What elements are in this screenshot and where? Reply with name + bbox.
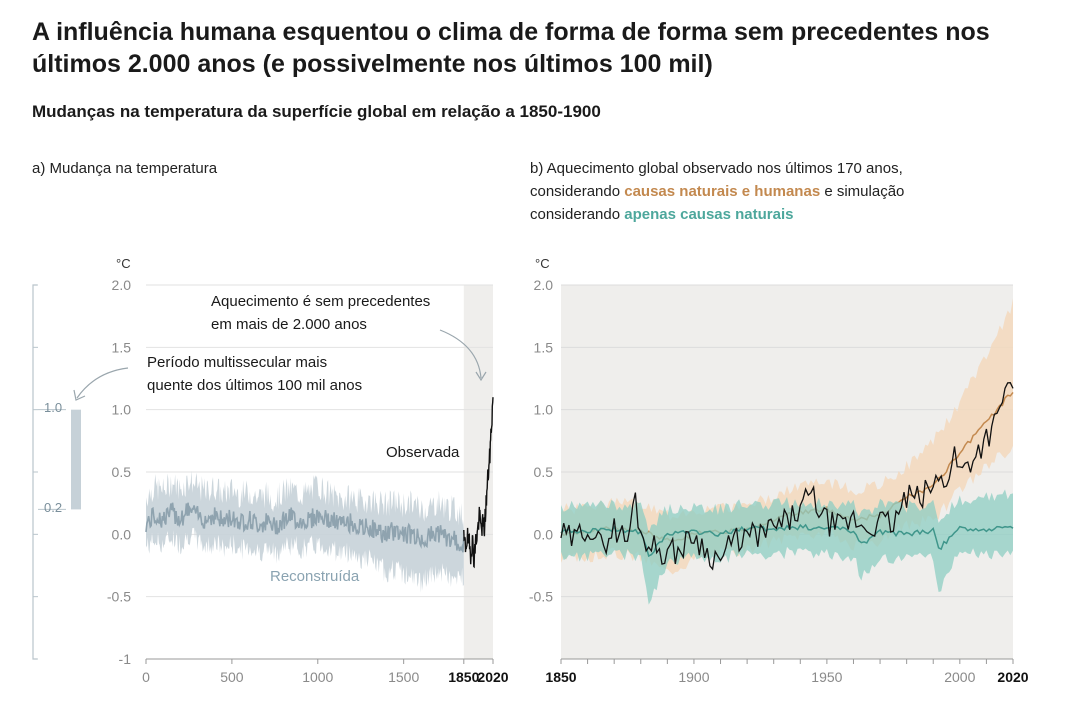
panel-b-label-line2-prefix: considerando	[530, 183, 625, 200]
annotation-multicentury-line1: Período multissecular mais	[147, 354, 327, 371]
multicentury-range-bar	[71, 409, 81, 510]
y-tick-label: 1.0	[112, 402, 132, 418]
panel-b-label-line3-prefix: considerando	[530, 206, 625, 223]
x-tick-label: 1500	[388, 669, 419, 685]
page-subtitle: Mudanças na temperatura da superfície gl…	[32, 102, 601, 121]
y-tick-label: 0.0	[534, 526, 554, 542]
y-tick-label: 1.0	[534, 402, 554, 418]
x-tick-label: 1850	[545, 669, 576, 685]
panel-a-label: a) Mudança na temperatura	[32, 160, 218, 177]
y-tick-label: 2.0	[112, 277, 132, 293]
reconstruction-uncertainty-band	[146, 470, 464, 593]
arrow-unprecedented	[439, 329, 482, 379]
page-title: A influência humana esquentou o clima de…	[32, 18, 990, 78]
range-label-top: 1.0	[44, 400, 62, 415]
y-tick-label: 0.5	[112, 464, 132, 480]
observed-line-panel-b	[560, 382, 1014, 571]
x-tick-label: 1000	[302, 669, 333, 685]
arrow-unprecedented-head	[475, 371, 487, 382]
panel-a-unit: °C	[116, 256, 131, 271]
x-tick-label: 1850	[448, 669, 479, 685]
x-tick-label: 2020	[477, 669, 508, 685]
annotation-unprecedented-line2: em mais de 2.000 anos	[211, 316, 367, 333]
panel-b-chart: 2.0 1.5 1.0 0.5 0.0 -0.5 1850 1900 1950 2000 2020	[529, 277, 1029, 685]
x-tick-label: 1900	[678, 669, 709, 685]
legend-human-natural: causas naturais e humanas	[624, 183, 821, 200]
panel-b-label-line2-suffix: e simulação	[820, 183, 905, 200]
y-tick-label: 0.0	[112, 526, 132, 542]
natural-only-line	[560, 523, 1014, 558]
observed-line-panel-a	[463, 397, 494, 569]
y-tick-label: -1	[119, 651, 132, 667]
arrow-multicentury-head	[73, 389, 86, 401]
annotation-unprecedented-line1: Aquecimento é sem precedentes	[211, 293, 430, 310]
reconstruction-line	[145, 502, 465, 553]
range-label-bottom: 0.2	[44, 500, 62, 515]
x-tick-label: 2020	[997, 669, 1028, 685]
x-tick-label: 1950	[811, 669, 842, 685]
x-tick-label: 500	[220, 669, 244, 685]
observed-series-label: Observada	[386, 444, 460, 461]
natural-only-band	[561, 489, 1013, 605]
y-tick-label: 0.5	[534, 464, 554, 480]
panel-b-unit: °C	[535, 256, 550, 271]
arrow-multicentury	[76, 367, 129, 399]
panel-b-label-line1: b) Aquecimento global observado nos últi…	[530, 160, 903, 177]
reconstructed-series-label: Reconstruída	[270, 568, 360, 585]
x-tick-label: 0	[142, 669, 150, 685]
annotation-multicentury-line2: quente dos últimos 100 mil anos	[147, 377, 362, 394]
y-tick-label: -0.5	[529, 589, 553, 605]
x-tick-label: 2000	[944, 669, 975, 685]
panel-b-label: b) Aquecimento global observado nos últi…	[530, 157, 1050, 226]
y-tick-label: 1.5	[534, 339, 554, 355]
y-tick-label: 1.5	[112, 339, 132, 355]
y-tick-label: 2.0	[534, 277, 554, 293]
legend-natural-only: apenas causas naturais	[624, 206, 794, 223]
panel-a-chart: 2.0 1.5 1.0 0.5 0.0 -0.5 -1 0 500 1000 1500 1850202…	[32, 277, 509, 685]
y-tick-label: -0.5	[107, 589, 131, 605]
